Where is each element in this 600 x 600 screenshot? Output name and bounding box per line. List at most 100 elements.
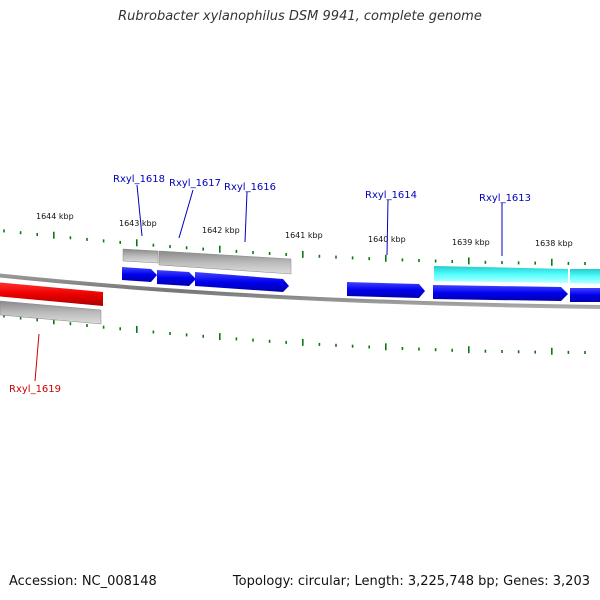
scale-tick-major — [136, 325, 138, 333]
accession-text: Accession: NC_008148 — [9, 574, 157, 589]
scale-tick-minor — [252, 338, 254, 342]
gene-label-1619[interactable]: Rxyl_1619 — [9, 384, 61, 395]
gene-label-1613[interactable]: Rxyl_1613 — [479, 193, 531, 204]
scale-tick-major — [385, 254, 387, 262]
gene-arrow-1614[interactable] — [347, 282, 425, 298]
scale-tick-minor — [102, 239, 105, 243]
scale-tick-minor — [185, 333, 188, 337]
scale-tick-minor — [185, 246, 188, 250]
scale-label: 1642 kbp — [202, 226, 240, 235]
scale-tick-major — [136, 239, 138, 247]
inner-scale-ticks — [3, 314, 586, 355]
scale-tick-minor — [318, 342, 321, 346]
leader-line-1617 — [178, 189, 194, 239]
gene-arrow-1616[interactable] — [195, 272, 289, 292]
scale-tick-major — [468, 257, 470, 265]
scale-tick-major — [219, 245, 221, 253]
scale-tick-minor — [19, 231, 22, 235]
scale-tick-major — [302, 338, 304, 346]
scale-tick-minor — [86, 237, 88, 241]
scale-tick-minor — [584, 351, 586, 354]
scale-tick-major — [302, 250, 304, 258]
scale-tick-minor — [335, 343, 337, 347]
scale-tick-minor — [19, 316, 22, 320]
highlight-gene-1613[interactable] — [434, 266, 568, 283]
scale-tick-minor — [102, 325, 105, 329]
scale-tick-minor — [501, 261, 503, 265]
scale-tick-minor — [517, 350, 520, 354]
scale-tick-minor — [451, 260, 453, 263]
scale-tick-major — [468, 346, 470, 354]
scale-tick-minor — [69, 236, 72, 240]
scale-tick-minor — [484, 260, 487, 264]
scale-tick-major — [551, 258, 553, 266]
scale-tick-minor — [119, 327, 121, 331]
scale-tick-minor — [36, 318, 38, 322]
scale-tick-minor — [169, 332, 171, 335]
genome-backbone — [0, 273, 600, 309]
scale-tick-minor — [401, 258, 404, 262]
scale-tick-major — [385, 343, 387, 351]
scale-tick-minor — [584, 262, 586, 265]
map-title: Rubrobacter xylanophilus DSM 9941, compl… — [118, 9, 482, 24]
scale-tick-major — [219, 333, 221, 341]
scale-tick-minor — [235, 249, 238, 253]
pseudo-gene-1618[interactable] — [122, 248, 159, 264]
selected-gene-1619[interactable] — [0, 282, 103, 306]
scale-tick-minor — [36, 233, 38, 236]
scale-tick-minor — [86, 324, 88, 327]
scale-tick-minor — [252, 251, 254, 254]
gene-arrow-1613[interactable] — [433, 285, 568, 301]
scale-tick-minor — [534, 350, 536, 354]
pseudo-gene-1619[interactable] — [0, 300, 102, 325]
scale-tick-minor — [534, 261, 536, 265]
scale-tick-minor — [152, 330, 155, 334]
pseudo-gene-1617[interactable] — [158, 250, 292, 275]
leader-line-1619 — [34, 333, 40, 382]
gene-label-1614[interactable]: Rxyl_1614 — [365, 190, 417, 201]
scale-tick-minor — [335, 255, 337, 259]
scale-tick-minor — [434, 348, 437, 352]
scale-label: 1643 kbp — [119, 219, 157, 228]
leader-line-1618 — [136, 184, 143, 237]
leader-line-1614 — [386, 199, 389, 256]
scale-tick-minor — [351, 344, 354, 348]
scale-tick-major — [551, 347, 553, 355]
gene-arrow-1612[interactable] — [570, 288, 600, 302]
scale-tick-minor — [235, 337, 238, 341]
scale-tick-minor — [3, 314, 5, 318]
scale-tick-minor — [318, 254, 321, 258]
scale-tick-minor — [285, 253, 287, 256]
gene-label-1617[interactable]: Rxyl_1617 — [169, 178, 221, 189]
scale-tick-minor — [169, 245, 171, 249]
scale-tick-minor — [268, 339, 271, 343]
gene-arrow-1617[interactable] — [157, 270, 196, 286]
scale-tick-minor — [501, 350, 503, 353]
scale-tick-minor — [119, 240, 121, 244]
scale-tick-minor — [202, 334, 204, 338]
scale-tick-minor — [401, 347, 404, 350]
scale-tick-minor — [3, 229, 5, 233]
scale-tick-minor — [351, 256, 354, 260]
scale-tick-minor — [368, 257, 370, 261]
scale-tick-minor — [69, 322, 72, 326]
scale-label: 1644 kbp — [36, 212, 74, 221]
scale-label: 1639 kbp — [452, 238, 490, 247]
highlight-gene-1612[interactable] — [570, 269, 600, 284]
scale-tick-minor — [434, 259, 437, 263]
genome-summary-text: Topology: circular; Length: 3,225,748 bp… — [232, 574, 590, 589]
scale-tick-minor — [268, 252, 271, 255]
scale-label: 1641 kbp — [285, 231, 323, 240]
gene-label-1616[interactable]: Rxyl_1616 — [224, 182, 276, 193]
outer-scale-ticks — [3, 229, 586, 266]
gene-label-1618[interactable]: Rxyl_1618 — [113, 174, 165, 185]
leader-line-1616 — [244, 191, 248, 243]
scale-tick-minor — [451, 348, 453, 352]
scale-tick-minor — [418, 259, 420, 262]
scale-tick-minor — [418, 347, 420, 351]
scale-tick-minor — [368, 345, 370, 349]
gene-arrow-1618[interactable] — [122, 267, 157, 282]
scale-label: 1638 kbp — [535, 239, 573, 248]
